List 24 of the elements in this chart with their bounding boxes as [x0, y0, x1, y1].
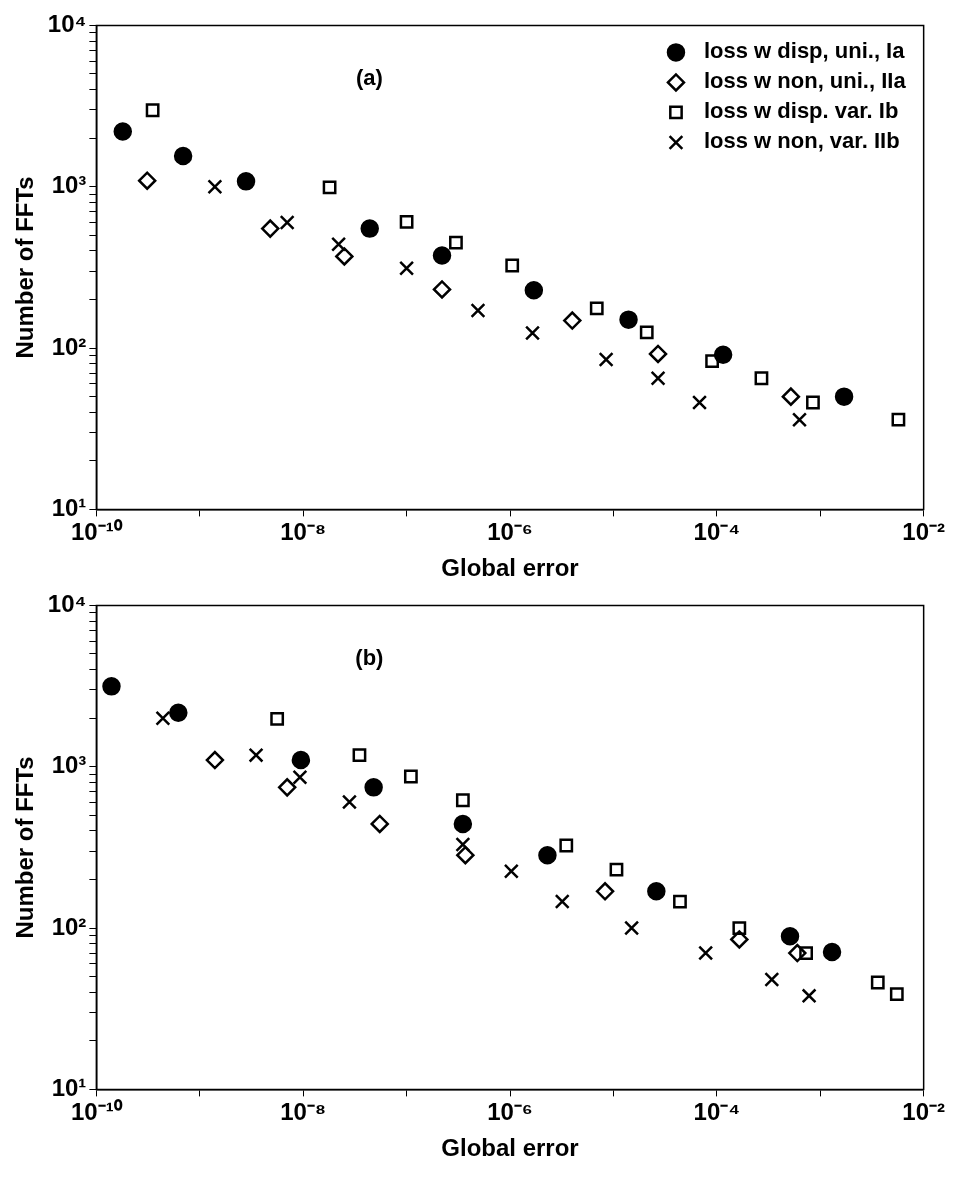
legend-label: loss w non, var. IIb — [703, 128, 900, 154]
x-tick-label: 10⁻⁸ — [280, 518, 327, 546]
y-tick-label: 10³ — [51, 751, 87, 779]
x-axis-title: Global error — [441, 1134, 579, 1162]
x-tick-label: 10⁻² — [902, 1098, 946, 1126]
x-tick-label: 10⁻⁶ — [487, 518, 533, 546]
y-tick-label: 10² — [51, 332, 87, 360]
x-axis-title: Global error — [441, 554, 579, 582]
legend-label: loss w disp, uni., Ia — [703, 38, 906, 64]
x-tick-label: 10⁻⁶ — [487, 1098, 533, 1126]
y-tick-label: 10² — [51, 912, 87, 940]
y-tick-label: 10⁴ — [47, 590, 87, 618]
legend-label: loss w non, uni., IIa — [703, 68, 907, 94]
annotation: (b) — [355, 645, 384, 671]
y-axis-title: Number of FFTs — [11, 176, 39, 359]
y-tick-label: 10³ — [51, 171, 87, 199]
legend-label: loss w disp. var. Ib — [703, 98, 899, 124]
y-tick-label: 10⁴ — [47, 10, 87, 38]
x-tick-label: 10⁻⁴ — [693, 1098, 741, 1126]
x-tick-label: 10⁻⁸ — [280, 1098, 327, 1126]
x-tick-label: 10⁻² — [902, 518, 946, 546]
y-axis-title: Number of FFTs — [11, 756, 39, 939]
x-tick-label: 10⁻⁴ — [693, 518, 741, 546]
annotation: (a) — [355, 65, 383, 91]
